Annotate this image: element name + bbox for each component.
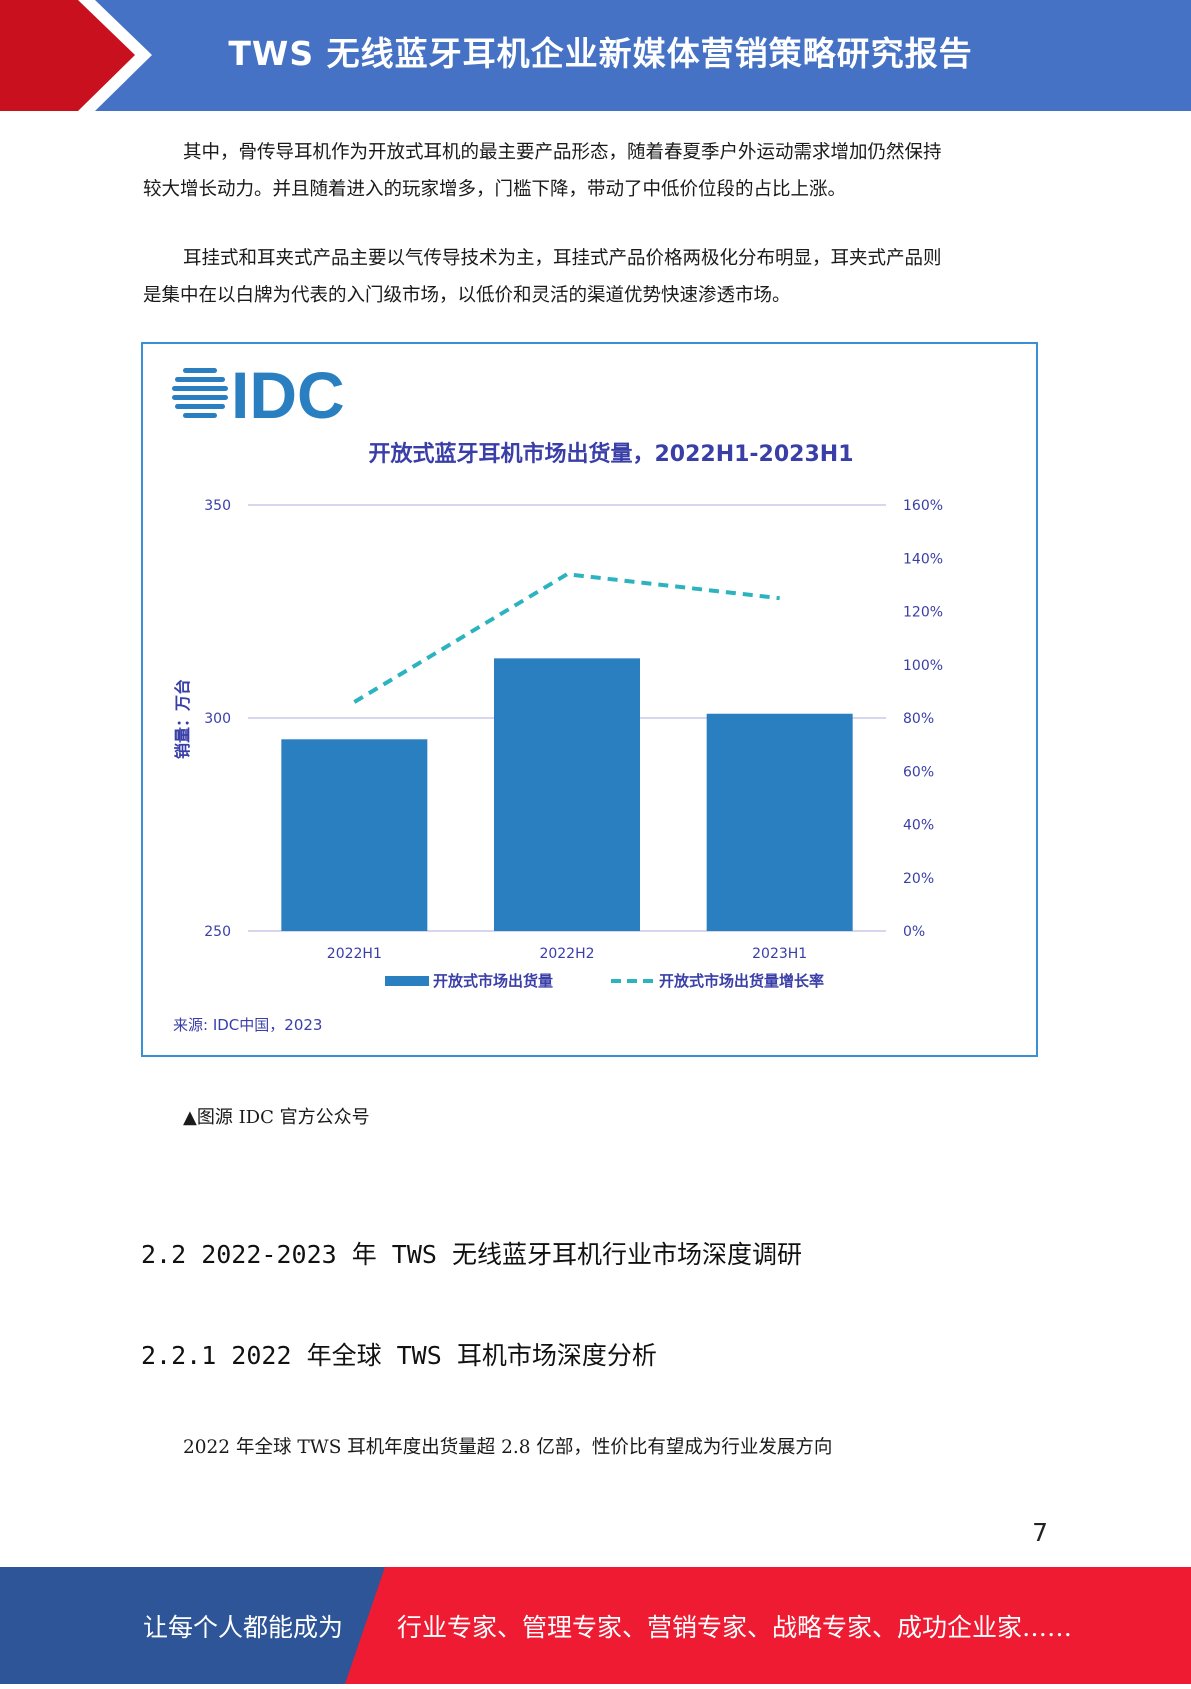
idc-logo-text: IDC: [231, 358, 345, 432]
paragraph-2-line-1: 耳挂式和耳夹式产品主要以气传导技术为主，耳挂式产品价格两极化分布明显，耳夹式产品…: [183, 248, 942, 269]
y-tick-label: 250: [204, 924, 231, 940]
chart-x-ticks: 2022H1 2022H2 2023H1: [327, 946, 807, 962]
paragraph-1: 其中，骨传导耳机作为开放式耳机的最主要产品形态，随着春夏季户外运动需求增加仍然保…: [143, 134, 1048, 208]
report-title: TWS 无线蓝牙耳机企业新媒体营销策略研究报告: [228, 34, 973, 73]
paragraph-1-line-2: 较大增长动力。并且随着进入的玩家增多，门槛下降，带动了中低价位段的占比上涨。: [143, 179, 847, 200]
chart-bars: [281, 658, 853, 931]
chart-left-ticks: 250 300 350: [204, 498, 231, 940]
y2-tick-label: 160%: [903, 498, 943, 514]
section-heading-2-2: 2.2 2022-2023 年 TWS 无线蓝牙耳机行业市场深度调研: [141, 1240, 802, 1269]
bar: [706, 713, 853, 931]
y2-tick-label: 100%: [903, 658, 943, 674]
x-tick-label: 2022H2: [539, 946, 594, 962]
page-number: 7: [1032, 1518, 1048, 1547]
idc-logo: IDC: [172, 358, 345, 432]
y2-tick-label: 80%: [903, 711, 934, 727]
y2-tick-label: 60%: [903, 764, 934, 780]
chart-right-ticks: 0% 20% 40% 60% 80% 100% 120% 140% 160%: [903, 498, 943, 940]
figure-caption: ▲图源 IDC 官方公众号: [183, 1107, 370, 1128]
y-tick-label: 300: [204, 711, 231, 727]
footer-banner: 让每个人都能成为 行业专家、管理专家、营销专家、战略专家、成功企业家……: [0, 1567, 1191, 1684]
y-axis-label: 销量：万台: [173, 679, 192, 759]
y2-tick-label: 20%: [903, 871, 934, 887]
chart-title: 开放式蓝牙耳机市场出货量，2022H1-2023H1: [368, 441, 853, 467]
body-text: 2022 年全球 TWS 耳机年度出货量超 2.8 亿部，性价比有望成为行业发展…: [183, 1437, 833, 1458]
paragraph-2-line-2: 是集中在以白牌为代表的入门级市场，以低价和灵活的渠道优势快速渗透市场。: [143, 285, 791, 306]
x-tick-label: 2022H1: [327, 946, 382, 962]
paragraph-1-line-1: 其中，骨传导耳机作为开放式耳机的最主要产品形态，随着春夏季户外运动需求增加仍然保…: [183, 142, 942, 163]
y2-tick-label: 40%: [903, 818, 934, 834]
chart-svg: IDC 开放式蓝牙耳机市场出货量，2022H1-2023H1 250 300 350…: [172, 358, 943, 1034]
header-banner: TWS 无线蓝牙耳机企业新媒体营销策略研究报告: [0, 0, 1191, 111]
legend-line-label: 开放式市场出货量增长率: [659, 972, 824, 990]
y2-tick-label: 120%: [903, 605, 943, 621]
bar: [494, 658, 640, 931]
idc-chart: IDC 开放式蓝牙耳机市场出货量，2022H1-2023H1 250 300 350…: [141, 342, 1038, 1057]
chart-source: 来源: IDC中国，2023: [173, 1016, 322, 1034]
paragraph-2: 耳挂式和耳夹式产品主要以气传导技术为主，耳挂式产品价格两极化分布明显，耳夹式产品…: [143, 240, 1048, 314]
section-heading-2-2-1: 2.2.1 2022 年全球 TWS 耳机市场深度分析: [141, 1341, 657, 1370]
footer-slogan-left: 让每个人都能成为: [143, 1613, 344, 1642]
bar: [281, 739, 428, 931]
legend-bar-swatch: [385, 976, 429, 986]
chart-legend: 开放式市场出货量 开放式市场出货量增长率: [385, 972, 824, 990]
y2-tick-label: 0%: [903, 924, 925, 940]
footer-graphic: [0, 1567, 1191, 1684]
footer-slogan-right: 行业专家、管理专家、营销专家、战略专家、成功企业家……: [397, 1613, 1073, 1642]
y2-tick-label: 140%: [903, 551, 943, 567]
x-tick-label: 2023H1: [752, 946, 807, 962]
legend-bar-label: 开放式市场出货量: [433, 972, 553, 990]
idc-logo-globe-icon: [172, 368, 228, 418]
y-tick-label: 350: [204, 498, 231, 514]
header-graphic: [0, 0, 1191, 111]
